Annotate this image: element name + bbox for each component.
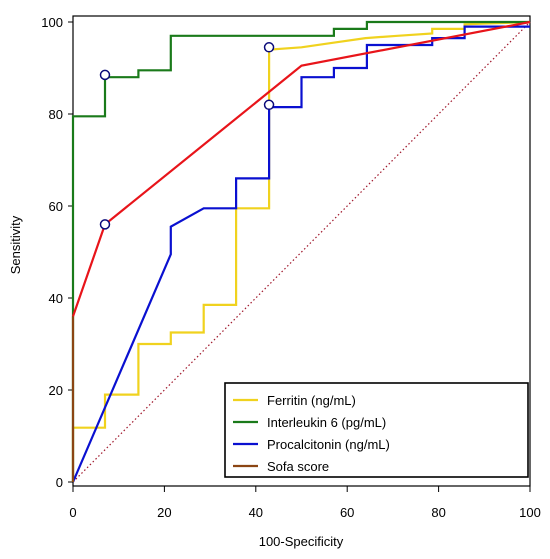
x-axis: 0 20 40 60 80 100 — [69, 486, 541, 520]
y-tick-label: 40 — [49, 291, 63, 306]
x-tick-label: 20 — [157, 505, 171, 520]
legend: Ferritin (ng/mL) Interleukin 6 (pg/mL) Pro… — [224, 382, 529, 478]
y-tick-label: 100 — [41, 15, 63, 30]
y-axis: 0 20 40 60 80 100 — [41, 15, 73, 490]
x-tick-label: 60 — [340, 505, 354, 520]
series-line-5 — [71, 20, 531, 317]
cutoff-marker-2 — [99, 69, 111, 81]
legend-label: Ferritin (ng/mL) — [267, 393, 356, 408]
y-tick-label: 80 — [49, 107, 63, 122]
cutoff-marker-5 — [99, 219, 111, 230]
x-tick-label: 100 — [519, 505, 541, 520]
x-tick-label: 80 — [431, 505, 445, 520]
legend-label: Interleukin 6 (pg/mL) — [267, 415, 386, 430]
marker-layer — [99, 42, 275, 230]
y-tick-label: 20 — [49, 383, 63, 398]
x-tick-label: 40 — [249, 505, 263, 520]
series-layer — [71, 20, 531, 483]
x-axis-label: 100-Specificity — [259, 534, 344, 549]
legend-box — [224, 382, 529, 478]
y-tick-label: 60 — [49, 199, 63, 214]
y-tick-label: 0 — [56, 475, 63, 490]
reference-diagonal — [72, 21, 531, 483]
series-line-3 — [71, 25, 530, 483]
cutoff-marker-1 — [263, 42, 275, 53]
legend-label: Sofa score — [267, 459, 329, 474]
cutoff-marker-3 — [263, 99, 275, 111]
legend-label: Procalcitonin (ng/mL) — [267, 437, 390, 452]
y-axis-label: Sensitivity — [8, 215, 23, 274]
series-line-2 — [71, 20, 530, 482]
x-tick-label: 0 — [69, 505, 76, 520]
